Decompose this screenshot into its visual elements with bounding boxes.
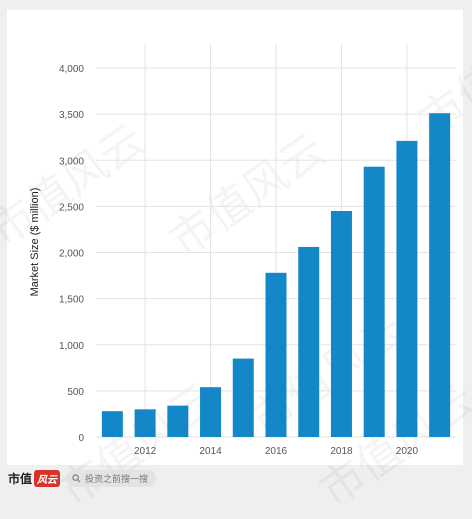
y-tick-label: 2,500 (59, 202, 84, 213)
search-placeholder: 投资之前搜一搜 (85, 475, 149, 485)
y-tick-label: 2,000 (59, 249, 84, 260)
x-tick-label: 2016 (265, 446, 288, 457)
x-tick-label: 2018 (330, 446, 353, 457)
bar-2011 (101, 411, 123, 437)
y-tick-label: 3,000 (59, 156, 84, 167)
search-icon (72, 474, 81, 483)
bar-2018 (330, 210, 352, 437)
y-tick-label: 0 (78, 433, 84, 444)
bars (101, 113, 451, 437)
bar-2019 (363, 166, 385, 437)
bar-2015 (232, 358, 254, 437)
x-axis-ticks: 2012 2014 2016 2018 2020 (134, 446, 419, 457)
y-axis-ticks: 0 500 1,000 1,500 2,000 2,500 3,000 3,500 4,000 (59, 64, 84, 444)
y-tick-label: 4,000 (59, 64, 84, 75)
brand-seal: 风云 (34, 470, 61, 487)
x-tick-label: 2014 (199, 446, 222, 457)
search-box[interactable]: 投资之前搜一搜 (66, 470, 157, 487)
y-tick-label: 1,500 (59, 295, 84, 306)
y-tick-label: 3,500 (59, 110, 84, 121)
x-tick-label: 2012 (134, 446, 157, 457)
bar-2021 (429, 113, 451, 437)
y-axis-label: Market Size ($ million) (29, 188, 41, 297)
y-tick-label: 1,000 (59, 341, 84, 352)
brand-name: 市值 (8, 472, 33, 486)
bar-2012 (134, 409, 156, 437)
brand-logo: 市值 风云 (8, 470, 61, 487)
bar-2016 (265, 272, 287, 437)
y-tick-label: 500 (67, 387, 84, 398)
bar-2014 (200, 387, 222, 437)
bar-chart: 05001,0001,5002,0002,5003,0003,5004,000 … (29, 44, 456, 457)
bar-2013 (167, 405, 189, 437)
bar-2020 (396, 140, 418, 437)
footer-bar: 市值 风云 投资之前搜一搜 (0, 466, 472, 491)
bar-2017 (298, 246, 320, 437)
x-tick-label: 2020 (396, 446, 419, 457)
